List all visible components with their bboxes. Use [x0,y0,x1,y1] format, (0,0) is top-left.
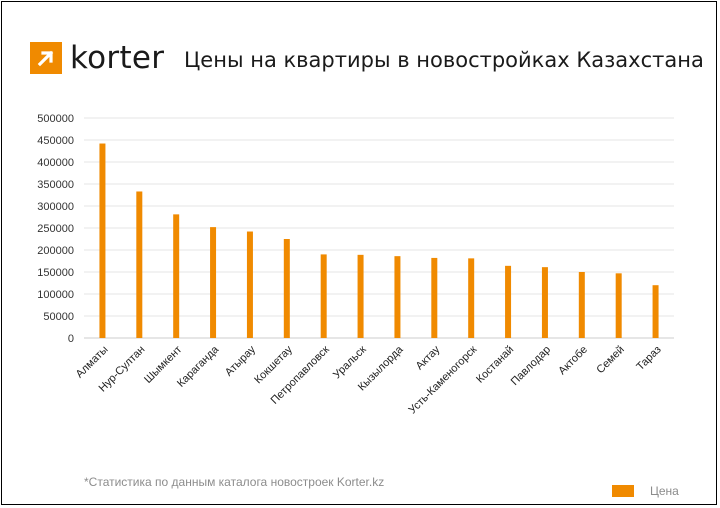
bar[interactable] [173,214,180,338]
y-tick-label: 50000 [43,311,74,323]
logo-text: korter [70,40,165,76]
y-tick-label: 200000 [37,245,74,257]
x-tick-label: Атырау [223,343,258,378]
bar[interactable] [394,256,401,338]
arrow-up-right-icon [30,42,62,74]
bar[interactable] [99,143,106,338]
bar[interactable] [468,258,475,338]
x-tick-label: Семей [594,344,626,376]
bar[interactable] [210,227,217,338]
korter-logo[interactable]: korter [30,42,164,74]
bar[interactable] [136,191,143,338]
y-tick-label: 100000 [37,289,74,301]
x-tick-label: Актобе [556,344,590,378]
y-tick-label: 150000 [37,267,74,279]
chart-title: Цены на квартиры в новостройках Казахста… [184,48,704,72]
bar[interactable] [357,254,364,338]
x-tick-label: Усть-Каменогорск [407,344,480,417]
x-tick-label: Тараз [634,344,663,373]
bar[interactable] [320,254,327,338]
bar[interactable] [652,285,659,338]
bar[interactable] [578,272,585,338]
y-tick-label: 500000 [37,113,74,125]
bar[interactable] [541,267,548,338]
legend[interactable]: Цена [612,484,679,498]
y-tick-label: 250000 [37,223,74,235]
y-tick-label: 0 [68,333,74,345]
y-tick-label: 450000 [37,135,74,147]
x-tick-label: Павлодар [509,344,553,388]
x-tick-label: Актау [414,343,443,372]
y-tick-label: 300000 [37,201,74,213]
x-tick-label: Алматы [74,344,111,381]
legend-swatch [612,485,634,497]
bar[interactable] [505,265,512,338]
bar[interactable] [615,273,622,338]
footnote: *Статистика по данным каталога новострое… [84,475,385,489]
y-tick-label: 400000 [37,157,74,169]
bar[interactable] [431,257,438,338]
bar[interactable] [283,239,290,338]
x-tick-label: Уральск [331,344,369,382]
y-tick-label: 350000 [37,179,74,191]
legend-label: Цена [650,484,679,498]
bar[interactable] [246,231,253,338]
